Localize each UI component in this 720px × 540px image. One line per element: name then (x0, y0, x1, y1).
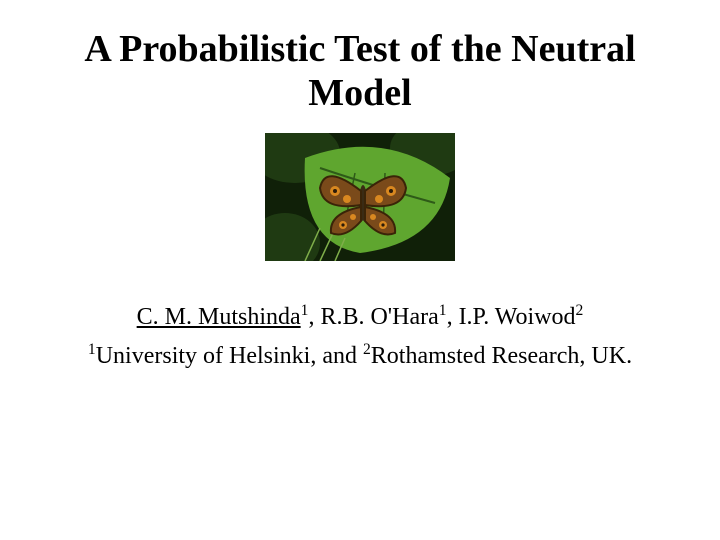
affil-part2: Rothamsted Research, UK. (371, 343, 632, 369)
spot-r4 (370, 214, 376, 220)
title-line-1: A Probabilistic Test of the Neutral (84, 28, 635, 70)
spot-l1d (333, 189, 337, 193)
sep1: , (308, 304, 320, 330)
spot-r2 (375, 195, 383, 203)
affil-sup2: 2 (363, 341, 371, 358)
authors-line: C. M. Mutshinda1, R.B. O'Hara1, I.P. Woi… (80, 301, 640, 333)
spot-r1d (389, 189, 393, 193)
spot-r3d (381, 224, 384, 227)
butterfly-figure (265, 133, 455, 261)
spot-l3d (341, 224, 344, 227)
slide: A Probabilistic Test of the Neutral Mode… (0, 0, 720, 540)
spot-l4 (350, 214, 356, 220)
author-third-sup: 2 (576, 302, 584, 319)
author-second-sup: 1 (439, 302, 447, 319)
author-primary: C. M. Mutshinda (137, 304, 301, 330)
butterfly-svg (265, 133, 455, 261)
slide-title: A Probabilistic Test of the Neutral Mode… (40, 28, 680, 115)
authors-block: C. M. Mutshinda1, R.B. O'Hara1, I.P. Woi… (0, 301, 720, 372)
author-third: I.P. Woiwod (459, 304, 576, 330)
spot-l2 (343, 195, 351, 203)
affil-part1: University of Helsinki, and (96, 343, 363, 369)
sep2: , (447, 304, 459, 330)
affil-sup1: 1 (88, 341, 96, 358)
author-second: R.B. O'Hara (320, 304, 438, 330)
title-line-2: Model (308, 72, 411, 114)
affiliations-line: 1University of Helsinki, and 2Rothamsted… (80, 340, 640, 372)
